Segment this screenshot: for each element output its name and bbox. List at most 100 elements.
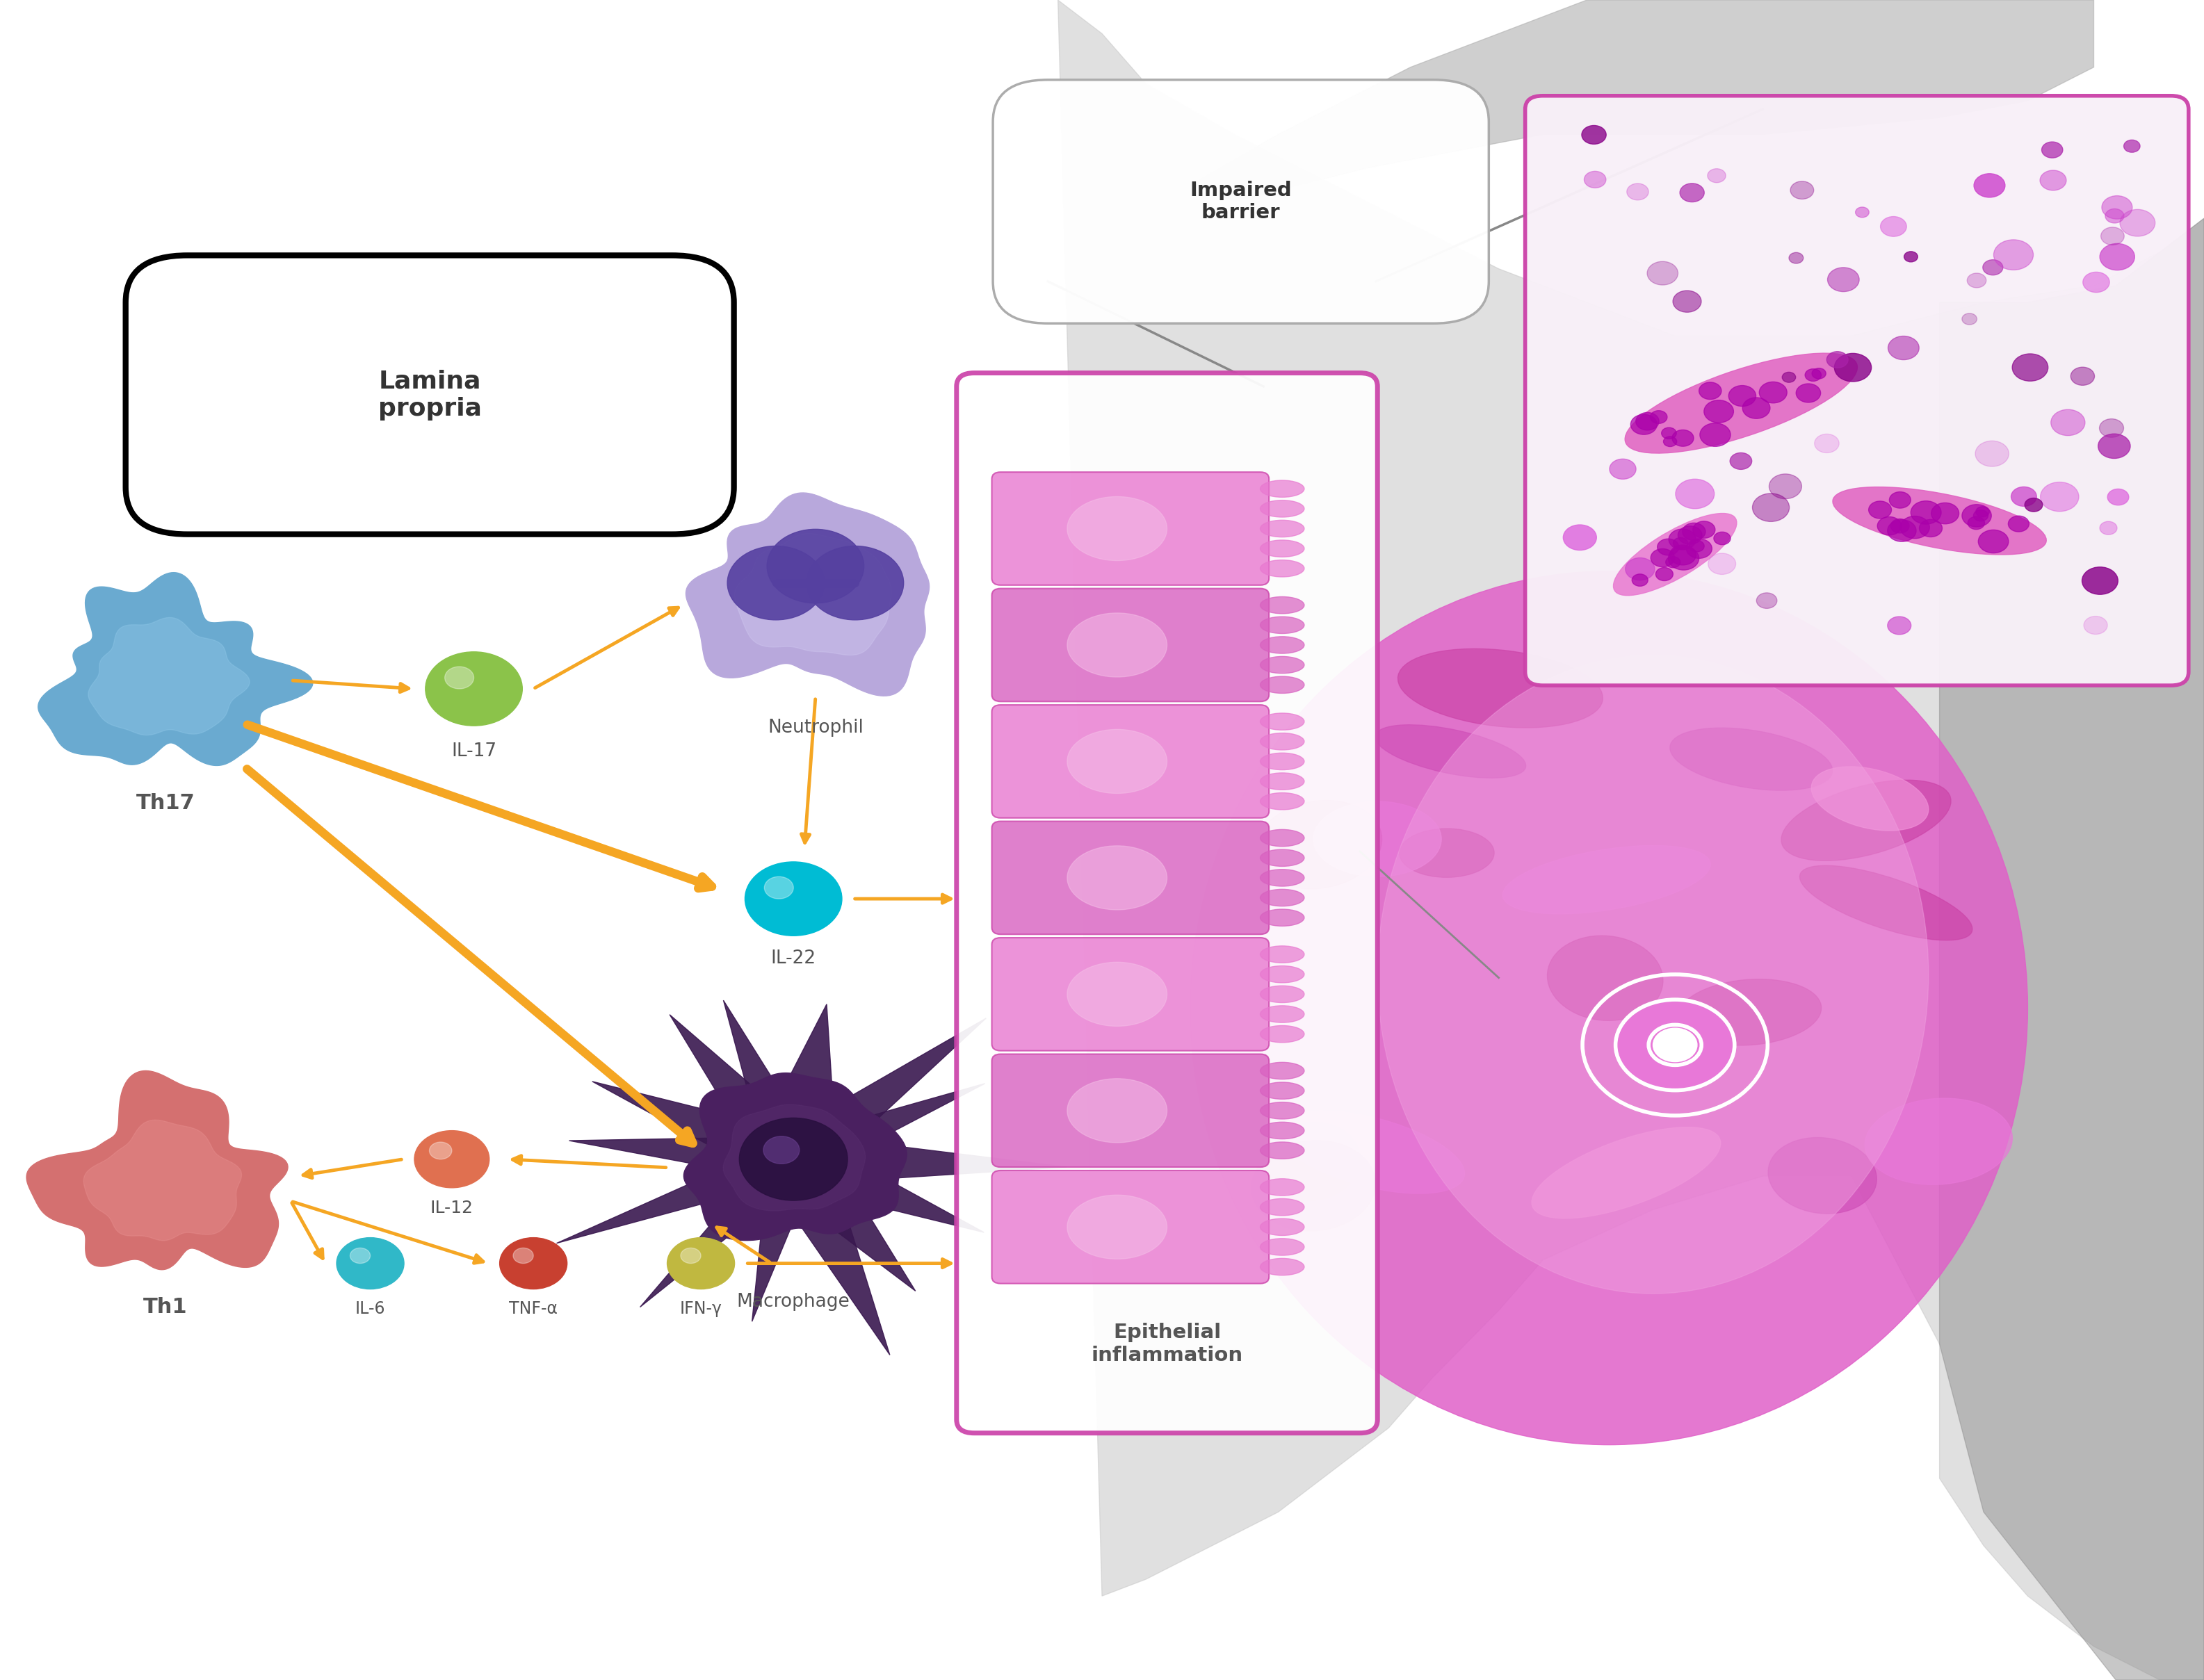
Polygon shape	[734, 533, 893, 655]
Ellipse shape	[1624, 353, 1858, 454]
Polygon shape	[780, 1005, 833, 1099]
FancyBboxPatch shape	[992, 472, 1270, 585]
Ellipse shape	[1067, 963, 1168, 1026]
Circle shape	[1796, 383, 1821, 403]
Circle shape	[1962, 504, 1992, 528]
Ellipse shape	[1261, 521, 1305, 538]
Circle shape	[1688, 541, 1704, 551]
Ellipse shape	[1261, 1006, 1305, 1023]
Circle shape	[1657, 539, 1679, 556]
Circle shape	[1673, 538, 1688, 549]
Text: Lamina
propria: Lamina propria	[377, 370, 483, 420]
Ellipse shape	[1834, 487, 2045, 554]
Circle shape	[738, 1117, 849, 1201]
Circle shape	[1995, 240, 2034, 270]
Ellipse shape	[1261, 986, 1305, 1003]
Circle shape	[1631, 575, 1649, 586]
Ellipse shape	[1261, 657, 1305, 674]
Circle shape	[1675, 479, 1715, 509]
Ellipse shape	[1067, 497, 1168, 561]
Polygon shape	[670, 1015, 765, 1114]
Circle shape	[2012, 354, 2048, 381]
Circle shape	[1666, 556, 1679, 568]
FancyBboxPatch shape	[1525, 96, 2189, 685]
Circle shape	[1708, 553, 1737, 575]
Ellipse shape	[1865, 1099, 2012, 1184]
Ellipse shape	[1532, 1127, 1721, 1218]
Ellipse shape	[1378, 655, 1928, 1294]
Ellipse shape	[1261, 539, 1305, 558]
Circle shape	[1812, 368, 1825, 378]
Polygon shape	[723, 1000, 782, 1102]
Ellipse shape	[1671, 727, 1832, 790]
Circle shape	[2125, 139, 2140, 153]
Circle shape	[1752, 494, 1790, 521]
Ellipse shape	[1261, 889, 1305, 906]
FancyBboxPatch shape	[992, 79, 1488, 324]
Circle shape	[1827, 351, 1849, 368]
Circle shape	[1624, 558, 1655, 580]
Circle shape	[1673, 430, 1693, 447]
Polygon shape	[1940, 218, 2204, 1680]
Ellipse shape	[1261, 850, 1305, 867]
Circle shape	[1668, 529, 1695, 549]
Circle shape	[1770, 474, 1801, 499]
Circle shape	[1856, 207, 1869, 217]
Circle shape	[1975, 173, 2006, 197]
Ellipse shape	[1314, 801, 1441, 877]
Circle shape	[1662, 427, 1677, 438]
Ellipse shape	[1261, 1082, 1305, 1099]
Ellipse shape	[1261, 830, 1305, 847]
Polygon shape	[752, 1220, 791, 1322]
Ellipse shape	[1261, 1218, 1305, 1235]
Circle shape	[1651, 549, 1675, 566]
Ellipse shape	[1261, 1102, 1305, 1119]
Circle shape	[2041, 141, 2063, 158]
Circle shape	[1699, 383, 1721, 400]
Circle shape	[1975, 440, 2008, 467]
Circle shape	[1677, 526, 1701, 544]
Circle shape	[1708, 168, 1726, 183]
Text: TNF-α: TNF-α	[509, 1300, 558, 1317]
Circle shape	[2083, 617, 2107, 635]
Ellipse shape	[1261, 753, 1305, 769]
Circle shape	[1699, 423, 1730, 447]
Ellipse shape	[1768, 1137, 1876, 1213]
Circle shape	[763, 1136, 800, 1164]
Ellipse shape	[1261, 559, 1305, 576]
Circle shape	[1682, 522, 1706, 541]
Polygon shape	[639, 1203, 754, 1307]
Circle shape	[1834, 353, 1871, 381]
Circle shape	[767, 529, 864, 603]
Circle shape	[2072, 368, 2094, 385]
Ellipse shape	[1812, 766, 1928, 830]
Circle shape	[1671, 544, 1697, 564]
Ellipse shape	[1400, 828, 1494, 877]
Circle shape	[1968, 274, 1986, 287]
Text: IL-6: IL-6	[355, 1300, 386, 1317]
Circle shape	[745, 862, 842, 936]
Text: IL-17: IL-17	[452, 743, 496, 761]
Circle shape	[765, 877, 793, 899]
Circle shape	[1631, 415, 1657, 435]
FancyBboxPatch shape	[992, 822, 1270, 934]
Polygon shape	[26, 1070, 289, 1270]
Text: IL-22: IL-22	[771, 949, 815, 968]
Ellipse shape	[1261, 793, 1305, 810]
Circle shape	[414, 1131, 489, 1188]
Circle shape	[1911, 501, 1942, 524]
Polygon shape	[860, 1174, 983, 1233]
Ellipse shape	[1261, 946, 1305, 963]
FancyBboxPatch shape	[992, 588, 1270, 702]
Polygon shape	[840, 1018, 985, 1127]
Polygon shape	[37, 573, 313, 766]
Polygon shape	[569, 1137, 712, 1166]
Circle shape	[1730, 452, 1752, 469]
Circle shape	[1887, 617, 1911, 635]
Ellipse shape	[1190, 571, 2028, 1445]
Circle shape	[1805, 370, 1821, 381]
Circle shape	[1743, 398, 1770, 418]
Ellipse shape	[1261, 712, 1305, 731]
Polygon shape	[84, 1121, 242, 1240]
Circle shape	[1673, 291, 1701, 312]
